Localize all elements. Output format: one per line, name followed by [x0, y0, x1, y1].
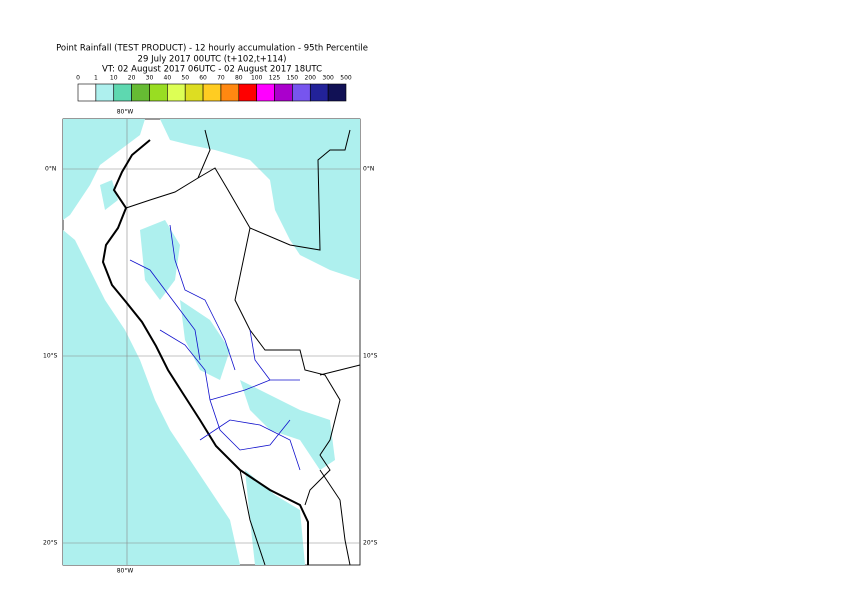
legend-label: 10: [110, 75, 118, 82]
legend-swatch: [220, 83, 240, 102]
legend-label: 150: [287, 75, 299, 82]
legend-swatch: [149, 83, 168, 102]
legend-label: 30: [146, 75, 154, 82]
legend-swatch: [202, 83, 222, 102]
legend-label: 200: [305, 75, 317, 82]
legend-label: 125: [269, 75, 281, 82]
subtitle: 29 July 2017 00UTC (t+102,t+114): [138, 55, 287, 65]
legend-swatch: [292, 83, 311, 102]
legend-swatch: [77, 83, 97, 102]
legend-swatch: [238, 83, 257, 102]
graticule: [63, 119, 360, 565]
lat-label: 10°S: [43, 353, 58, 360]
rain-areas: [63, 119, 360, 565]
legend-swatch: [167, 83, 186, 102]
legend-label: 20: [128, 75, 136, 82]
legend-label: 500: [340, 75, 352, 82]
map: 80°W 80°W 0°N 10°S 20°S 0°N 10°S 20°S: [43, 109, 378, 575]
lat-label: 20°S: [43, 540, 58, 547]
lat-label: 10°S: [363, 353, 378, 360]
legend-label: 300: [322, 75, 334, 82]
legend-swatch: [256, 83, 275, 102]
legend-swatch: [95, 83, 115, 102]
legend-label: 80: [235, 75, 243, 82]
legend-label: 1: [94, 75, 98, 82]
lon-label: 80°W: [117, 109, 134, 116]
legend-label: 40: [164, 75, 172, 82]
legend: 0 1 10 20 30 40 50 60 70 80 100 125 150 200 300 500: [76, 75, 352, 102]
validity: VT: 02 August 2017 06UTC - 02 August 201…: [102, 65, 322, 75]
legend-label: 60: [199, 75, 207, 82]
legend-swatch: [327, 83, 347, 102]
regions: [129, 224, 301, 471]
coastline: [101, 139, 309, 565]
lat-label: 20°S: [363, 540, 378, 547]
legend-swatch: [274, 83, 293, 102]
lat-label: 0°N: [363, 166, 374, 173]
title: Point Rainfall (TEST PRODUCT) - 12 hourl…: [56, 44, 368, 54]
legend-label: 70: [217, 75, 225, 82]
borders: [125, 129, 361, 566]
legend-swatch: [131, 83, 150, 102]
legend-swatch: [113, 83, 132, 102]
legend-label: 100: [251, 75, 263, 82]
legend-label: 50: [181, 75, 189, 82]
lat-label: 0°N: [45, 166, 56, 173]
legend-label: 0: [76, 75, 80, 82]
legend-swatch: [309, 83, 329, 102]
legend-swatch: [184, 83, 204, 102]
lon-label: 80°W: [117, 568, 134, 575]
